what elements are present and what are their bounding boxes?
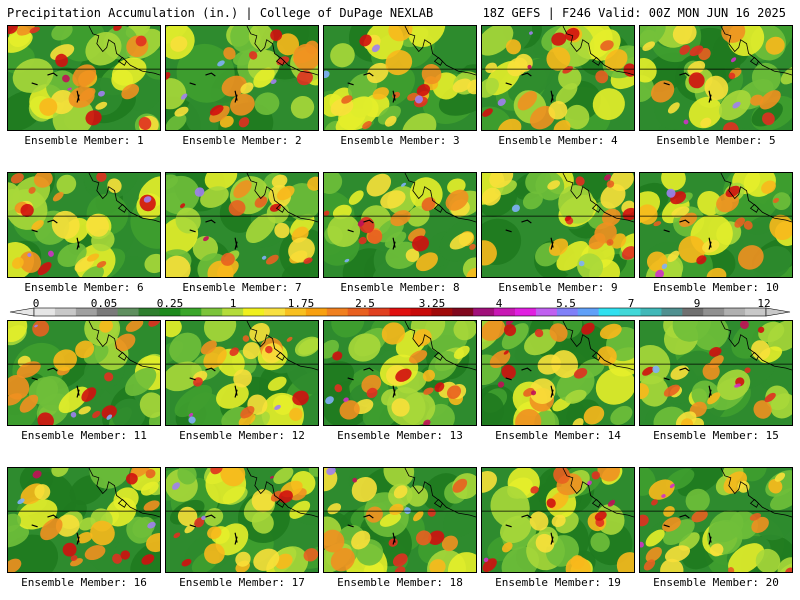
colorbar-swatch: [159, 308, 181, 316]
ensemble-member-label: Ensemble Member: 13: [337, 429, 463, 442]
ensemble-member-label: Ensemble Member: 9: [498, 281, 618, 294]
colorbar-swatch: [577, 308, 600, 316]
colorbar-swatch: [724, 308, 746, 316]
ensemble-member-map: [165, 172, 319, 278]
colorbar-swatch: [138, 308, 160, 316]
colorbar-tick-label: 3.25: [418, 297, 446, 310]
colorbar-swatch: [661, 308, 683, 316]
ensemble-member-map: [7, 25, 161, 131]
ensemble-member-label: Ensemble Member: 16: [21, 576, 147, 589]
colorbar-tick-label: 9: [693, 297, 701, 310]
colorbar-swatch: [389, 308, 411, 316]
ensemble-member-label: Ensemble Member: 14: [495, 429, 621, 442]
colorbar-max-arrow: [765, 307, 791, 317]
ensemble-member-map: [165, 320, 319, 426]
colorbar-swatch: [682, 308, 704, 316]
ensemble-member-map: [7, 467, 161, 573]
colorbar-swatch: [410, 308, 432, 316]
colorbar-tick-label: 7: [627, 297, 635, 310]
colorbar-swatch: [180, 308, 202, 316]
model-run-info: 18Z GEFS | F246 Valid: 00Z MON JUN 16 20…: [482, 6, 786, 20]
colorbar-swatch: [515, 308, 537, 316]
ensemble-member-map: [481, 320, 635, 426]
colorbar-swatch: [598, 308, 620, 316]
colorbar-swatch: [703, 308, 725, 316]
colorbar-tick-label: 5.5: [556, 297, 576, 310]
colorbar-tick-label: 0.05: [90, 297, 118, 310]
ensemble-member-map: [639, 467, 793, 573]
colorbar-tick-label: 1.75: [287, 297, 315, 310]
precip-colorbar: [9, 307, 791, 317]
ensemble-member-map: [165, 467, 319, 573]
ensemble-member-map: [323, 172, 477, 278]
ensemble-member-label: Ensemble Member: 7: [182, 281, 302, 294]
ensemble-member-label: Ensemble Member: 17: [179, 576, 305, 589]
ensemble-member-label: Ensemble Member: 11: [21, 429, 147, 442]
ensemble-member-label: Ensemble Member: 10: [653, 281, 779, 294]
ensemble-member-map: [323, 320, 477, 426]
colorbar-swatch: [201, 308, 223, 316]
ensemble-member-label: Ensemble Member: 19: [495, 576, 621, 589]
colorbar-swatch: [535, 308, 558, 316]
ensemble-member-map: [481, 172, 635, 278]
colorbar-tick-label: 0.25: [156, 297, 184, 310]
colorbar-min-arrow: [9, 307, 35, 317]
ensemble-member-label: Ensemble Member: 1: [24, 134, 144, 147]
colorbar-swatch: [431, 308, 453, 316]
colorbar-swatch: [640, 308, 662, 316]
ensemble-member-map: [165, 25, 319, 131]
colorbar-swatch: [326, 308, 349, 316]
ensemble-member-map: [323, 467, 477, 573]
ensemble-member-map: [7, 172, 161, 278]
ensemble-member-label: Ensemble Member: 15: [653, 429, 779, 442]
ensemble-member-label: Ensemble Member: 3: [340, 134, 460, 147]
colorbar-swatch: [452, 308, 474, 316]
colorbar-tick-label: 1: [229, 297, 237, 310]
colorbar-swatch: [619, 308, 641, 316]
ensemble-member-map: [639, 320, 793, 426]
colorbar-tick-label: 4: [495, 297, 503, 310]
colorbar-swatch: [54, 308, 77, 316]
ensemble-member-label: Ensemble Member: 20: [653, 576, 779, 589]
colorbar-swatch: [745, 308, 767, 316]
colorbar-swatch: [368, 308, 390, 316]
ensemble-member-map: [481, 467, 635, 573]
colorbar-swatch: [243, 308, 265, 316]
colorbar-swatch: [117, 308, 139, 316]
colorbar-swatch: [284, 308, 307, 316]
ensemble-member-label: Ensemble Member: 2: [182, 134, 302, 147]
ensemble-member-map: [481, 25, 635, 131]
colorbar-swatch: [222, 308, 244, 316]
ensemble-member-label: Ensemble Member: 8: [340, 281, 460, 294]
ensemble-member-label: Ensemble Member: 4: [498, 134, 618, 147]
ensemble-member-label: Ensemble Member: 6: [24, 281, 144, 294]
colorbar-swatch: [305, 308, 328, 316]
colorbar-tick-label: 12: [757, 297, 771, 310]
colorbar-swatch: [473, 308, 495, 316]
colorbar-swatch: [556, 308, 579, 316]
colorbar-swatch: [264, 308, 286, 316]
map-title: Precipitation Accumulation (in.) | Colle…: [7, 6, 434, 20]
colorbar-swatch: [494, 308, 516, 316]
colorbar-tick-label: 2.5: [355, 297, 375, 310]
colorbar-swatch: [75, 308, 98, 316]
colorbar-swatch: [34, 308, 56, 316]
ensemble-member-map: [7, 320, 161, 426]
ensemble-member-map: [323, 25, 477, 131]
ensemble-member-label: Ensemble Member: 18: [337, 576, 463, 589]
colorbar-tick-label: 0: [32, 297, 40, 310]
colorbar-swatch: [96, 308, 119, 316]
ensemble-member-map: [639, 25, 793, 131]
ensemble-member-label: Ensemble Member: 12: [179, 429, 305, 442]
ensemble-member-map: [639, 172, 793, 278]
ensemble-member-label: Ensemble Member: 5: [656, 134, 776, 147]
colorbar-swatch: [347, 308, 370, 316]
